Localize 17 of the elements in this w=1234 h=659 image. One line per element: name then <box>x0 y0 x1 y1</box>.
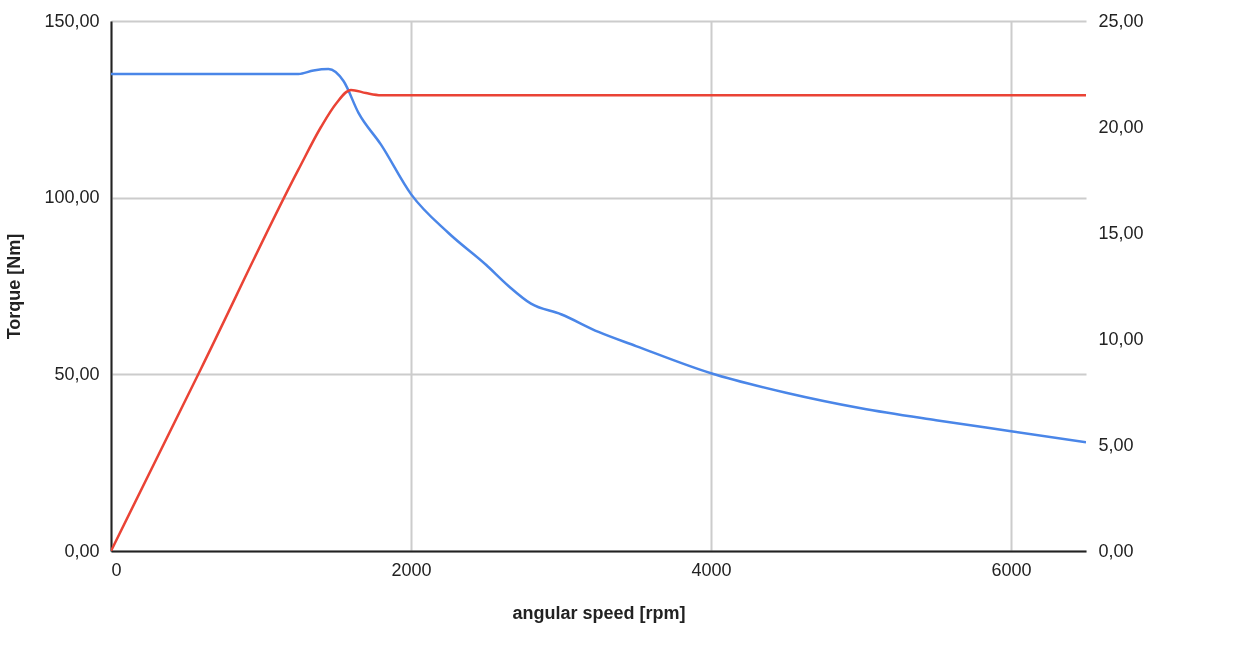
line-series <box>111 67 1086 444</box>
y-tick-label: 50,00 <box>54 363 100 384</box>
y-tick-label: 0,00 <box>64 540 100 561</box>
x-axis-title: angular speed [rpm] <box>512 602 686 623</box>
x-tick-label: 2000 <box>391 559 432 580</box>
y2-tick-label: 20,00 <box>1098 116 1144 137</box>
y-tick-label: 100,00 <box>44 187 100 208</box>
y2-tick-label: 25,00 <box>1098 10 1144 31</box>
x-tick-label: 0 <box>111 559 122 580</box>
y2-tick-label: 5,00 <box>1098 434 1134 455</box>
y2-tick-label: 0,00 <box>1098 540 1134 561</box>
x-tick-label: 4000 <box>691 559 732 580</box>
y-axis-title: Torque [Nm] <box>4 233 25 340</box>
y-tick-label: 150,00 <box>44 10 100 31</box>
y2-tick-label: 15,00 <box>1098 222 1144 243</box>
y2-tick-label: 10,00 <box>1098 328 1144 349</box>
x-tick-label: 6000 <box>991 559 1032 580</box>
